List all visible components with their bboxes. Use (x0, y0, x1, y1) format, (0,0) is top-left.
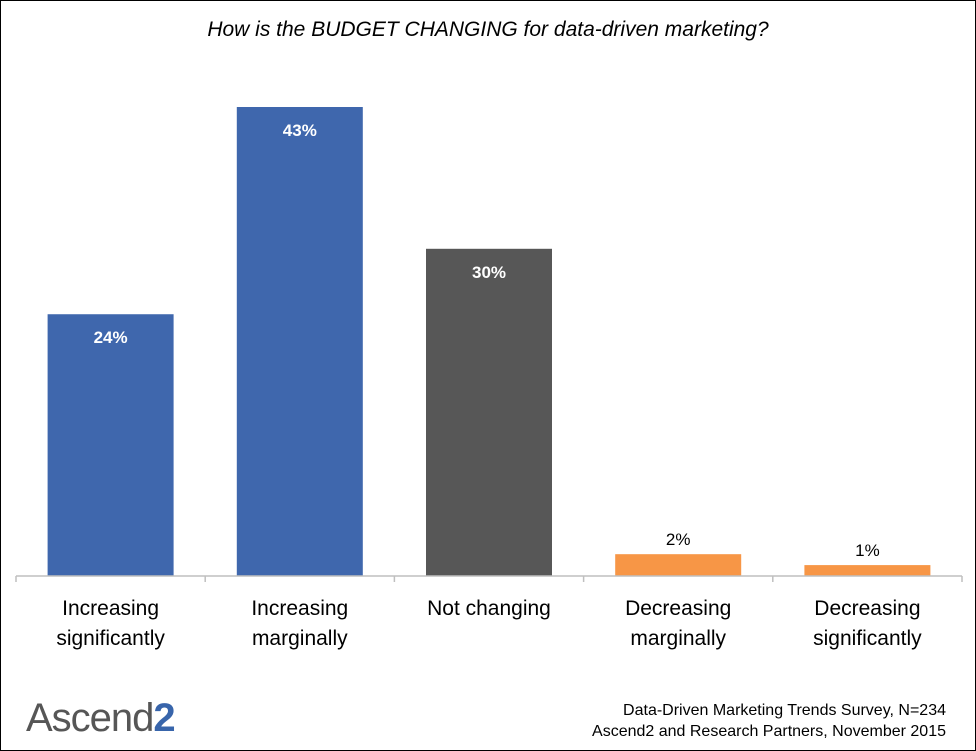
logo-accent-text: 2 (153, 696, 175, 740)
data-label-3: 2% (666, 530, 691, 549)
category-label-4: Decreasing significantly (813, 597, 922, 650)
bar-1 (236, 107, 363, 576)
bar-3 (615, 554, 742, 576)
category-label-3: Decreasing marginally (625, 597, 731, 650)
source-line-1: Data-Driven Marketing Trends Survey, N=2… (623, 702, 946, 719)
source-note: Data-Driven Marketing Trends Survey, N=2… (592, 700, 946, 742)
category-label-1: Increasing marginally (251, 597, 348, 650)
data-label-2: 30% (472, 263, 506, 282)
data-label-0: 24% (94, 328, 128, 347)
data-label-1: 43% (283, 121, 317, 140)
category-label-0: Increasing significantly (56, 597, 165, 650)
bar-4 (804, 565, 931, 576)
ascend2-logo: Ascend2 (26, 696, 176, 741)
bar-2 (426, 248, 552, 576)
bar-0 (47, 314, 174, 576)
source-line-2: Ascend2 and Research Partners, November … (592, 723, 946, 740)
data-label-4: 1% (855, 541, 880, 560)
logo-main-text: Ascend (26, 696, 154, 740)
category-label-2: Not changing (427, 597, 551, 620)
chart-title: How is the BUDGET CHANGING for data-driv… (207, 18, 769, 41)
